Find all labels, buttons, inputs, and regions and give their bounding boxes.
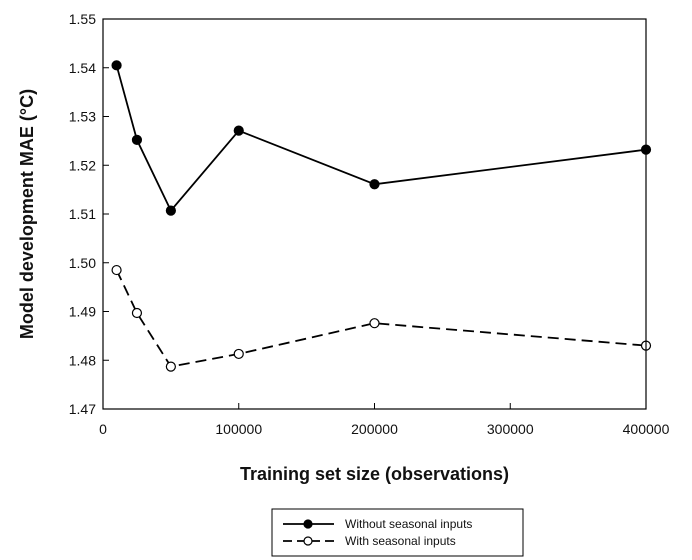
data-point-filled: [165, 205, 176, 216]
legend: Without seasonal inputs With seasonal inp…: [271, 508, 524, 557]
legend-marker-2: [303, 536, 313, 546]
y-tick-label: 1.55: [69, 11, 96, 27]
y-tick-label: 1.48: [69, 352, 96, 368]
x-tick-label: 100000: [215, 421, 262, 437]
y-tick-label: 1.49: [69, 304, 96, 320]
y-tick-label: 1.50: [69, 255, 96, 271]
data-point-open: [131, 307, 143, 319]
x-axis-ticks: 0 100000 200000 300000 400000: [99, 403, 670, 437]
data-point-open: [165, 361, 176, 372]
y-axis-ticks: 1.47 1.48 1.49 1.50 1.51 1.52 1.53 1.54 1.55: [69, 11, 109, 417]
x-tick-label: 300000: [487, 421, 534, 437]
x-tick-label: 0: [99, 421, 107, 437]
series-line-2: [115, 269, 647, 368]
y-tick-label: 1.51: [69, 206, 96, 222]
plot-frame: [102, 18, 647, 410]
data-point-open: [111, 264, 122, 276]
y-tick-label: 1.47: [69, 401, 96, 417]
data-point-filled: [233, 125, 244, 136]
x-axis-title: Training set size (observations): [240, 464, 509, 484]
data-point-filled: [131, 134, 143, 145]
series-line-1: [115, 65, 647, 213]
x-tick-label: 400000: [623, 421, 670, 437]
data-point-filled: [111, 60, 122, 71]
legend-box: [271, 508, 524, 557]
series-layer: [111, 60, 652, 372]
legend-label-1: Without seasonal inputs: [345, 517, 472, 531]
data-point-open: [233, 348, 244, 360]
legend-label-2: With seasonal inputs: [345, 534, 456, 548]
legend-marker-1: [303, 519, 313, 529]
y-axis-title: Model development MAE (°C): [17, 89, 37, 339]
x-tick-label: 200000: [351, 421, 398, 437]
data-point-filled: [369, 179, 380, 190]
y-tick-label: 1.54: [69, 60, 96, 76]
y-tick-label: 1.53: [69, 109, 96, 125]
y-tick-label: 1.52: [69, 157, 96, 173]
data-point-open: [369, 318, 380, 329]
